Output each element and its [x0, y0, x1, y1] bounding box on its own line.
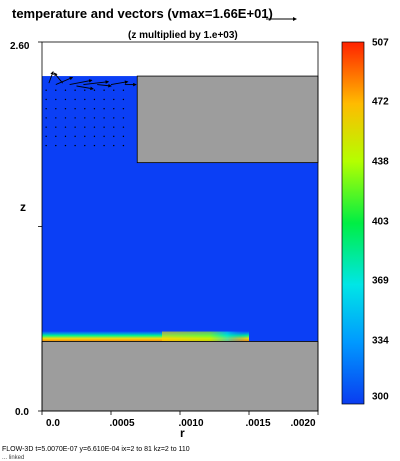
velocity-dot	[55, 117, 57, 119]
velocity-dot	[64, 135, 67, 138]
velocity-vector-icon	[110, 80, 129, 86]
footer-info-secondary: ... linked	[2, 455, 25, 461]
velocity-vector-icon	[97, 83, 112, 88]
x-tick-label: 0.0	[46, 418, 60, 429]
chart-subtitle: (z multiplied by 1.e+03)	[128, 30, 238, 41]
velocity-dot	[93, 89, 96, 91]
y-axis-label: z	[20, 200, 26, 214]
solid-bottom-region	[41, 341, 319, 412]
velocity-dot	[55, 144, 57, 147]
velocity-dot	[93, 135, 96, 138]
chart-title: temperature and vectors (vmax=1.66E+01)	[12, 6, 273, 21]
velocity-dot	[84, 117, 86, 119]
velocity-dot	[122, 144, 125, 147]
velocity-dot	[45, 126, 47, 128]
velocity-dot	[103, 108, 105, 110]
velocity-dot	[122, 126, 125, 128]
velocity-vector-icon	[53, 72, 64, 84]
colorbar-tick-label: 507	[372, 37, 389, 49]
velocity-dot	[74, 117, 76, 119]
velocity-dot	[45, 89, 47, 91]
velocity-dot	[122, 98, 125, 101]
colorbar-tick-label: 403	[372, 216, 389, 228]
velocity-dot	[103, 135, 105, 138]
x-tick-label: .0015	[245, 418, 271, 429]
velocity-dot	[84, 89, 86, 91]
plot-area	[38, 41, 319, 415]
velocity-dot	[64, 117, 67, 119]
velocity-dot	[64, 126, 67, 128]
colorbar-tick-label: 369	[372, 275, 389, 287]
velocity-dot	[55, 126, 57, 128]
velocity-dot	[84, 144, 86, 147]
x-tick-label: .0020	[290, 418, 316, 429]
velocity-dot	[122, 117, 125, 119]
velocity-dot	[74, 98, 76, 101]
velocity-dot	[74, 144, 76, 147]
x-tick-label: .0010	[178, 418, 204, 429]
velocity-dot	[45, 108, 47, 110]
velocity-vector-icon	[76, 85, 94, 91]
solid-top-right-region	[136, 75, 319, 164]
velocity-dot	[74, 108, 76, 110]
footer-info: FLOW-3D t=5.0070E-07 y=6.610E-04 ix=2 to…	[2, 446, 190, 453]
velocity-dot	[64, 89, 67, 91]
velocity-dot	[84, 126, 86, 128]
velocity-vector-icon	[69, 79, 93, 86]
velocity-dot	[113, 98, 115, 101]
velocity-vector-icon	[48, 70, 54, 84]
velocity-dot	[84, 108, 86, 110]
hot-layer-region	[42, 331, 249, 342]
velocity-dot	[55, 98, 57, 101]
velocity-dot	[122, 135, 125, 138]
velocity-dot	[93, 144, 96, 147]
velocity-dot	[45, 117, 47, 119]
colorbar-tick-label: 472	[372, 96, 389, 108]
velocity-dot	[55, 135, 57, 138]
velocity-dot	[93, 108, 96, 110]
colorbar-tick-label: 334	[372, 335, 389, 347]
x-axis-label: r	[180, 426, 185, 440]
x-tick-label: .0005	[109, 418, 135, 429]
velocity-dot	[45, 98, 47, 101]
hot-layer-fade	[162, 331, 249, 342]
velocity-dot	[74, 135, 76, 138]
velocity-dot	[74, 126, 76, 128]
velocity-dot	[103, 89, 105, 91]
colorbar-gradient	[341, 41, 365, 405]
velocity-dot	[113, 126, 115, 128]
velocity-dot	[103, 98, 105, 101]
velocity-dot	[113, 117, 115, 119]
colorbar-tick-label: 300	[372, 391, 389, 403]
velocity-dot	[93, 117, 96, 119]
velocity-dot	[113, 144, 115, 147]
velocity-dot	[103, 126, 105, 128]
colorbar-tick-label: 438	[372, 156, 389, 168]
velocity-dot	[55, 108, 57, 110]
velocity-dot	[74, 89, 76, 91]
velocity-dot	[103, 117, 105, 119]
velocity-dot	[64, 98, 67, 101]
velocity-dot	[122, 89, 125, 91]
y-tick-bottom: 0.0	[15, 407, 29, 418]
velocity-dot	[45, 144, 47, 147]
colorbar	[341, 41, 365, 405]
velocity-dot	[55, 89, 57, 91]
velocity-vector-icon	[83, 80, 110, 86]
velocity-dot	[93, 98, 96, 101]
velocity-vector-icon	[55, 76, 74, 85]
velocity-dot	[64, 108, 67, 110]
velocity-dot	[84, 98, 86, 101]
velocity-dot	[45, 135, 47, 138]
velocity-dot	[93, 126, 96, 128]
y-tick-top: 2.60	[10, 41, 30, 52]
velocity-dot	[84, 135, 86, 138]
velocity-dot	[113, 108, 115, 110]
velocity-dot	[103, 144, 105, 147]
velocity-dot	[122, 108, 125, 110]
velocity-dot	[113, 89, 115, 91]
velocity-dot	[113, 135, 115, 138]
velocity-dot	[64, 144, 67, 147]
